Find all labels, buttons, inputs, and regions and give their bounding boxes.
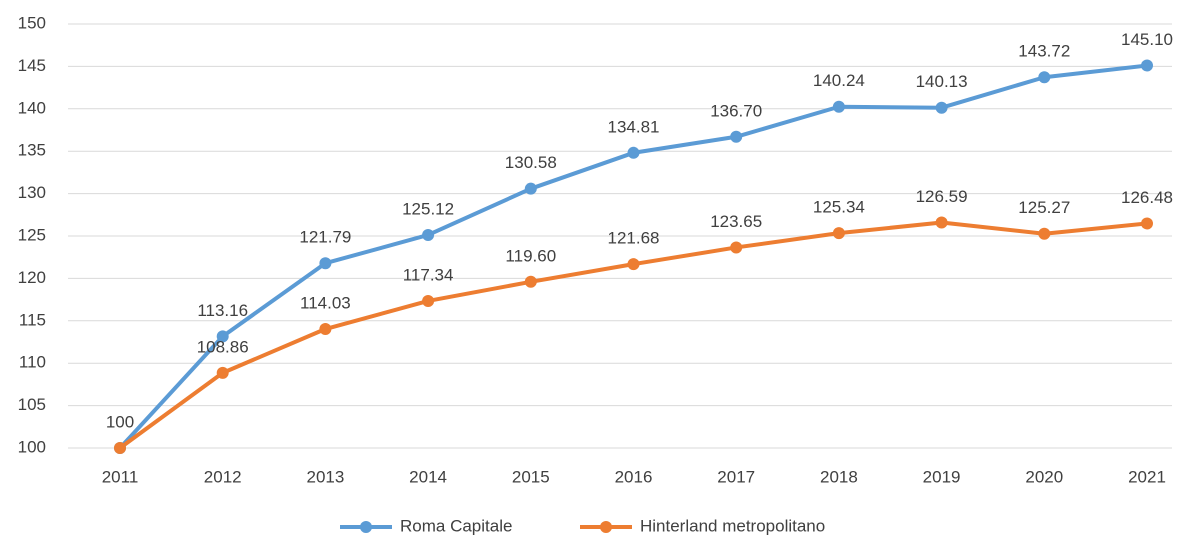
- data-label: 119.60: [505, 246, 556, 265]
- data-label: 108.86: [197, 337, 249, 356]
- point: [1038, 227, 1051, 240]
- point: [1141, 59, 1153, 72]
- x-tick-label: 2015: [512, 467, 550, 486]
- data-label: 117.34: [403, 265, 454, 284]
- y-tick-label: 130: [18, 183, 46, 202]
- x-tick-label: 2014: [409, 467, 447, 486]
- legend-marker: [360, 521, 372, 533]
- y-tick-label: 145: [18, 56, 46, 75]
- data-label: 123.65: [710, 212, 762, 231]
- x-tick-label: 2018: [820, 467, 858, 486]
- y-tick-label: 100: [18, 437, 46, 456]
- data-label: 121.79: [299, 228, 351, 247]
- data-label: 130.58: [505, 153, 557, 172]
- y-tick-label: 120: [18, 268, 46, 287]
- point: [319, 257, 332, 270]
- x-tick-label: 2011: [102, 467, 139, 486]
- point: [216, 366, 229, 379]
- y-tick-label: 110: [19, 353, 46, 372]
- point: [422, 294, 435, 307]
- data-label: 125.34: [813, 198, 865, 217]
- x-tick-label: 2019: [923, 467, 961, 486]
- x-tick-label: 2021: [1128, 467, 1166, 486]
- data-label: 113.16: [197, 301, 248, 320]
- data-label: 114.03: [300, 294, 351, 313]
- y-tick-label: 105: [18, 395, 46, 414]
- y-tick-label: 140: [18, 98, 46, 117]
- point: [114, 442, 126, 454]
- series-line: [118, 220, 1148, 450]
- point: [627, 258, 640, 271]
- point: [524, 182, 537, 195]
- data-label: 100: [106, 412, 134, 431]
- y-tick-label: 125: [18, 225, 46, 244]
- x-tick-label: 2020: [1025, 467, 1063, 486]
- legend-marker: [600, 521, 612, 533]
- y-tick-label: 135: [18, 141, 46, 160]
- point: [730, 130, 743, 143]
- data-label: 126.48: [1121, 188, 1173, 207]
- data-label: 125.12: [402, 199, 454, 218]
- point: [422, 228, 435, 241]
- point: [216, 330, 229, 343]
- point: [730, 241, 743, 254]
- x-tick-label: 2012: [204, 467, 242, 486]
- legend-label: Hinterland metropolitano: [640, 516, 825, 535]
- point: [319, 323, 332, 336]
- data-label: 121.68: [608, 229, 660, 248]
- point: [627, 146, 640, 159]
- data-label: 134.81: [608, 117, 660, 136]
- data-label: 143.72: [1018, 42, 1070, 61]
- point: [1141, 217, 1153, 230]
- point: [832, 227, 845, 240]
- y-tick-label: 115: [19, 310, 46, 329]
- x-tick-label: 2016: [615, 467, 653, 486]
- x-tick-label: 2017: [717, 467, 755, 486]
- legend-label: Roma Capitale: [400, 516, 512, 535]
- data-label: 136.70: [710, 101, 762, 120]
- data-label: 140.13: [916, 72, 968, 91]
- y-tick-label: 150: [18, 13, 46, 32]
- x-tick-label: 2013: [306, 467, 344, 486]
- point: [832, 100, 845, 113]
- point: [935, 216, 948, 229]
- data-label: 140.24: [813, 71, 865, 90]
- data-label: 145.10: [1121, 30, 1173, 49]
- point: [935, 101, 948, 114]
- data-label: 125.27: [1018, 198, 1070, 217]
- point: [1038, 71, 1051, 84]
- point: [524, 275, 537, 288]
- data-label: 126.59: [916, 187, 968, 206]
